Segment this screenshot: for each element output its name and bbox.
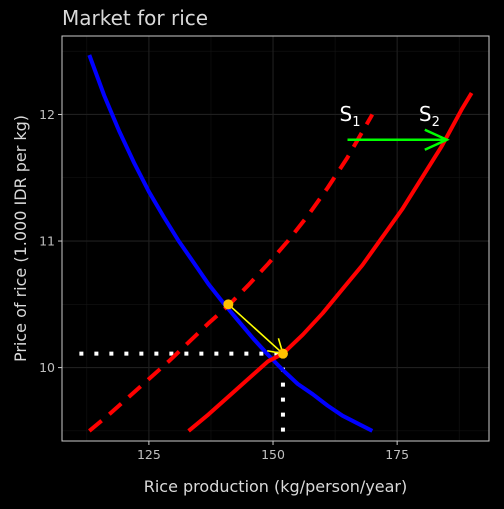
- supply-curve-s2: [187, 91, 474, 433]
- plot-panel: [62, 36, 489, 441]
- x-axis-title: Rice production (kg/person/year): [144, 477, 408, 496]
- demand-curve: [87, 54, 374, 433]
- equilibrium-point-initial: [223, 299, 234, 310]
- y-tick-label: 10: [39, 360, 55, 375]
- supply-label-s2-subscript: 2: [432, 115, 440, 130]
- supply-shift-arrowhead: [424, 128, 450, 151]
- x-tick-label: 125: [137, 447, 161, 462]
- y-axis-title: Price of rice (1.000 IDR per kg): [11, 115, 30, 362]
- supply-label-s1-subscript: 1: [352, 115, 360, 130]
- y-tick-label: 12: [39, 107, 55, 122]
- equilibrium-shift-line: [227, 303, 284, 355]
- x-tick-label: 175: [385, 447, 409, 462]
- equilibrium-point-new: [277, 348, 288, 359]
- y-tick-label: 11: [39, 234, 55, 249]
- plot-border: [61, 35, 490, 442]
- x-tick-label: 150: [261, 447, 285, 462]
- chart-title: Market for rice: [62, 6, 209, 30]
